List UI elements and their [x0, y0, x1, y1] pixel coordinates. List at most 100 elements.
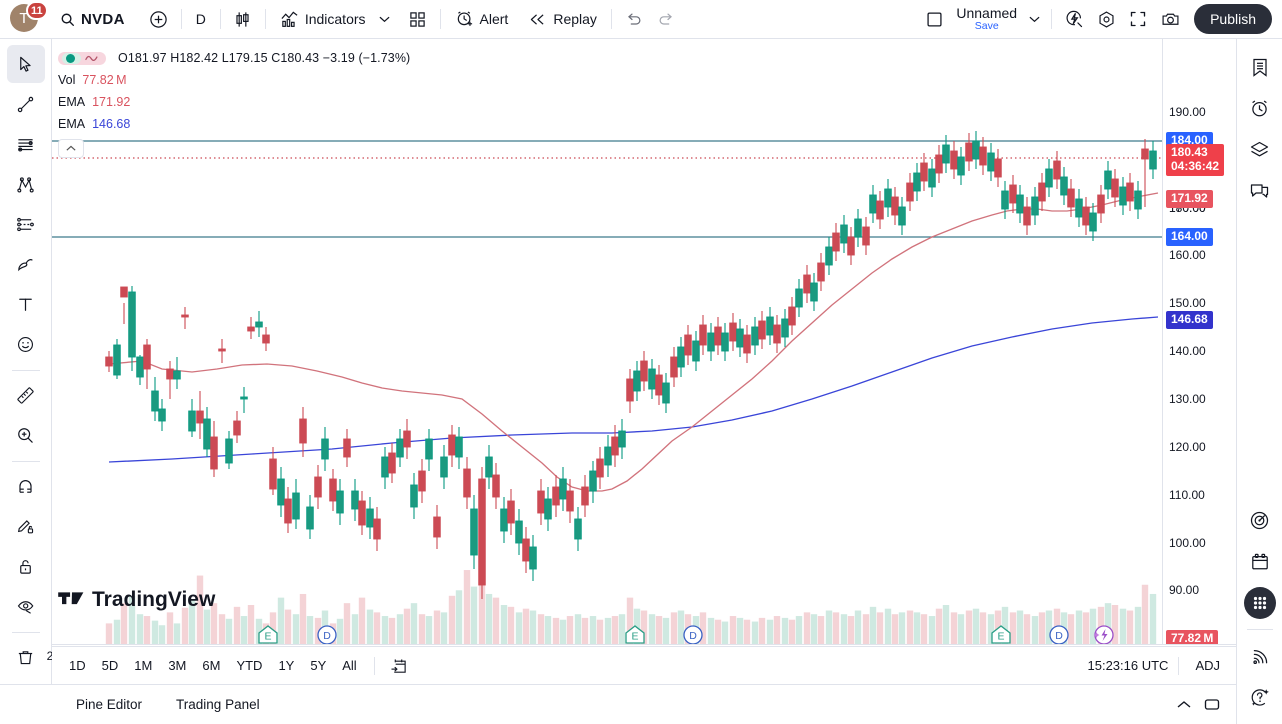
candle-body[interactable]: [699, 324, 707, 346]
candle-body[interactable]: [795, 288, 803, 308]
candle-body[interactable]: [255, 321, 263, 328]
event-marker-dividend[interactable]: D: [1049, 625, 1069, 644]
symbol-search[interactable]: NVDA: [52, 4, 133, 34]
calendar-panel[interactable]: [1242, 541, 1278, 582]
brush-tool[interactable]: [7, 245, 45, 283]
candle-body[interactable]: [942, 144, 950, 164]
candle-body[interactable]: [729, 322, 737, 342]
hide-drawings-tool[interactable]: [7, 587, 45, 625]
event-marker-dividend[interactable]: D: [317, 625, 337, 644]
candle-body[interactable]: [803, 274, 811, 294]
quick-search-button[interactable]: [1058, 4, 1090, 34]
ema-slow-line[interactable]: [108, 316, 1159, 463]
series-visible-dot[interactable]: [62, 52, 81, 64]
candle-body[interactable]: [566, 490, 574, 512]
candle-body[interactable]: [869, 194, 877, 214]
candle-body[interactable]: [920, 162, 928, 182]
candle-body[interactable]: [158, 408, 166, 422]
indicators-button[interactable]: Indicators: [272, 4, 374, 34]
candle-body[interactable]: [854, 218, 862, 238]
emoji-tool[interactable]: [7, 325, 45, 363]
candle-body[interactable]: [1141, 148, 1149, 160]
candle-body[interactable]: [336, 490, 344, 514]
footer-collapse-button[interactable]: [1170, 692, 1198, 718]
candle-body[interactable]: [418, 470, 426, 492]
candle-body[interactable]: [306, 506, 314, 530]
layout-dropdown[interactable]: [1023, 4, 1045, 34]
candle-body[interactable]: [884, 188, 892, 208]
event-marker-earnings[interactable]: E: [625, 625, 645, 644]
candle-body[interactable]: [1082, 206, 1090, 226]
candle-body[interactable]: [277, 478, 285, 506]
candle-body[interactable]: [1149, 150, 1157, 170]
replay-button[interactable]: Replay: [520, 4, 605, 34]
legend-ema1-row[interactable]: EMA 171.92: [58, 91, 410, 113]
candle-body[interactable]: [810, 282, 818, 302]
candle-body[interactable]: [1097, 194, 1105, 214]
candle-body[interactable]: [618, 430, 626, 448]
range-button-ytd[interactable]: YTD: [236, 658, 263, 673]
candle-body[interactable]: [478, 478, 486, 586]
candle-body[interactable]: [440, 456, 448, 478]
candle-body[interactable]: [492, 474, 500, 498]
candle-body[interactable]: [574, 518, 582, 540]
candle-body[interactable]: [1053, 160, 1061, 180]
candle-body[interactable]: [766, 316, 774, 336]
candle-body[interactable]: [448, 434, 456, 456]
zoom-tool[interactable]: [7, 416, 45, 454]
interval-selector[interactable]: D: [188, 4, 214, 34]
candle-body[interactable]: [329, 478, 337, 502]
candle-body[interactable]: [173, 370, 181, 380]
ema-fast-line[interactable]: [108, 192, 1159, 492]
legend-main-row[interactable]: O181.97 H182.42 L179.15 C180.43 −3.19 (−…: [58, 47, 410, 69]
candle-body[interactable]: [463, 468, 471, 498]
event-marker-dividend[interactable]: D: [683, 625, 703, 644]
candle-body[interactable]: [233, 420, 241, 436]
ema1-tag[interactable]: 171.92: [1166, 190, 1213, 208]
candle-body[interactable]: [758, 320, 766, 340]
candle-body[interactable]: [928, 168, 936, 188]
candle-body[interactable]: [1104, 170, 1112, 190]
candle-body[interactable]: [507, 500, 515, 524]
candle-body[interactable]: [825, 246, 833, 266]
candle-body[interactable]: [433, 516, 441, 538]
candle-body[interactable]: [240, 396, 248, 400]
range-button-1d[interactable]: 1D: [69, 658, 86, 673]
prediction-tool[interactable]: [7, 205, 45, 243]
candle-body[interactable]: [225, 438, 233, 464]
candle-body[interactable]: [751, 326, 759, 346]
data-window-panel[interactable]: [1242, 129, 1278, 170]
alerts-panel[interactable]: [1242, 88, 1278, 129]
candle-body[interactable]: [655, 374, 663, 396]
candle-body[interactable]: [1089, 212, 1097, 232]
candle-body[interactable]: [1045, 168, 1053, 188]
candle-body[interactable]: [773, 324, 781, 344]
footer-tab-pine-editor[interactable]: Pine Editor: [76, 697, 143, 712]
candle-body[interactable]: [633, 370, 641, 392]
candle-body[interactable]: [381, 456, 389, 478]
candle-body[interactable]: [876, 200, 884, 220]
event-marker-earnings[interactable]: E: [991, 625, 1011, 644]
chart-style-button[interactable]: [227, 4, 259, 34]
candle-body[interactable]: [1067, 188, 1075, 208]
candle-body[interactable]: [188, 410, 196, 432]
candle-body[interactable]: [788, 306, 796, 326]
range-button-1m[interactable]: 1M: [134, 658, 153, 673]
layout-select-button[interactable]: [918, 4, 950, 34]
candle-body[interactable]: [707, 332, 715, 352]
apps-panel[interactable]: [1242, 582, 1278, 623]
watchlist-panel[interactable]: [1242, 47, 1278, 88]
indicator-templates-button[interactable]: [402, 4, 434, 34]
candle-body[interactable]: [410, 484, 418, 508]
candle-body[interactable]: [950, 150, 958, 170]
candle-body[interactable]: [1016, 194, 1024, 214]
candle-body[interactable]: [862, 226, 870, 246]
candle-body[interactable]: [611, 436, 619, 456]
range-button-5d[interactable]: 5D: [101, 658, 119, 673]
candle-body[interactable]: [994, 158, 1002, 178]
candle-body[interactable]: [957, 156, 965, 176]
candle-body[interactable]: [196, 410, 204, 424]
series-controls[interactable]: [58, 51, 106, 65]
candle-body[interactable]: [292, 492, 300, 520]
